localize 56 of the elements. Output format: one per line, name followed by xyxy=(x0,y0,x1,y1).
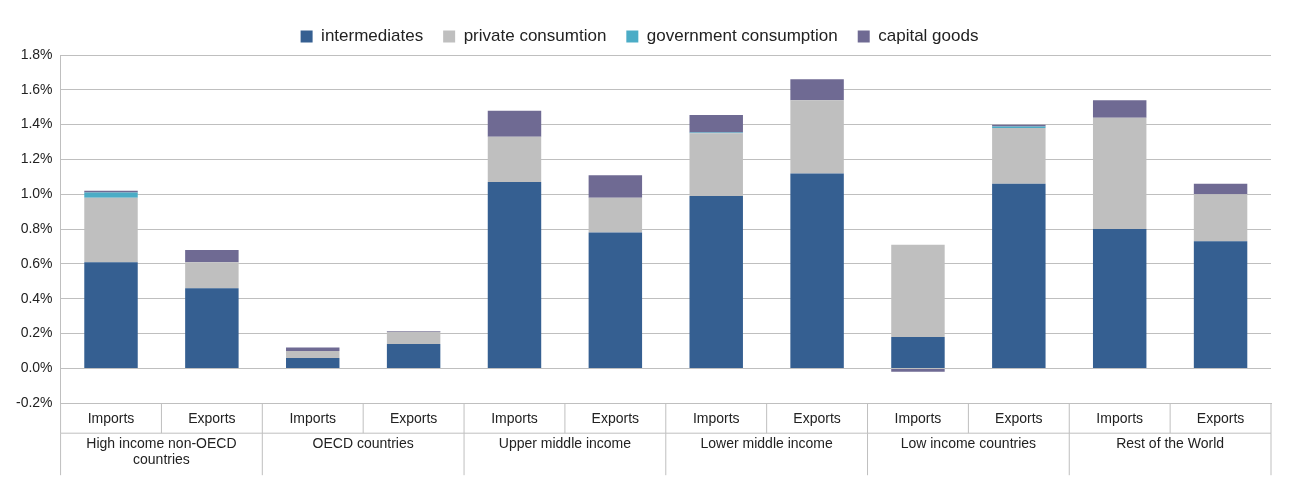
x-tick-label: Exports xyxy=(1196,410,1245,427)
bar xyxy=(891,337,945,368)
bar xyxy=(992,183,1046,368)
y-tick-label: 1.2% xyxy=(20,150,53,167)
bar xyxy=(1092,229,1147,368)
legend-label: government consumption xyxy=(646,26,838,46)
legend-label: private consumtion xyxy=(463,26,607,46)
text: Rest of the World xyxy=(1116,435,1225,452)
x-tick-label: Exports xyxy=(591,410,640,427)
x-tick-label: Imports xyxy=(1096,410,1144,427)
bar xyxy=(790,173,844,368)
text: OECD countries xyxy=(312,435,414,452)
text: Low income countries xyxy=(900,435,1037,452)
bar xyxy=(185,288,239,368)
bar xyxy=(386,344,441,368)
y-tick-label: 0.0% xyxy=(20,359,53,376)
y-tick-label: 1.0% xyxy=(20,185,53,202)
y-tick-label: 1.4% xyxy=(20,115,53,132)
y-tick-label: 0.6% xyxy=(20,254,53,271)
y-tick-label: 0.8% xyxy=(20,219,53,236)
bar xyxy=(487,110,542,137)
bar xyxy=(286,350,340,358)
x-tick-label: Exports xyxy=(389,410,438,427)
bar xyxy=(689,115,743,133)
y-tick-label: 1.8% xyxy=(20,45,53,62)
text: Lower middle income xyxy=(700,435,833,452)
bar xyxy=(84,262,138,368)
x-tick-label: Exports xyxy=(793,410,841,427)
legend-label: intermediates xyxy=(321,26,424,46)
y-tick-label: 1.6% xyxy=(20,80,53,97)
bar xyxy=(1193,183,1248,195)
y-tick-label: 0.4% xyxy=(20,289,53,306)
x-tick-label: Imports xyxy=(894,410,942,427)
bar xyxy=(286,347,340,351)
x-tick-label: Imports xyxy=(491,410,538,427)
bar xyxy=(588,175,643,198)
bar xyxy=(487,182,542,368)
legend-label: capital goods xyxy=(878,26,979,46)
text: Upper middle income xyxy=(498,435,632,452)
bar xyxy=(1193,241,1248,368)
bar xyxy=(84,192,138,198)
x-tick-label: Exports xyxy=(188,410,236,427)
x-tick-label: Imports xyxy=(87,410,135,427)
x-tick-label: Imports xyxy=(289,410,337,427)
x-tick-label: Exports xyxy=(995,410,1043,427)
y-tick-label: -0.2% xyxy=(15,394,53,411)
bar xyxy=(891,368,945,372)
bar xyxy=(185,249,239,263)
bar xyxy=(588,232,643,368)
bar xyxy=(689,196,743,368)
y-tick-label: 0.2% xyxy=(20,324,53,341)
x-tick-label: Imports xyxy=(692,410,740,427)
bar xyxy=(1092,100,1147,118)
bar xyxy=(286,357,340,368)
text: High income non-OECD countries xyxy=(86,435,237,468)
bar xyxy=(790,79,844,101)
